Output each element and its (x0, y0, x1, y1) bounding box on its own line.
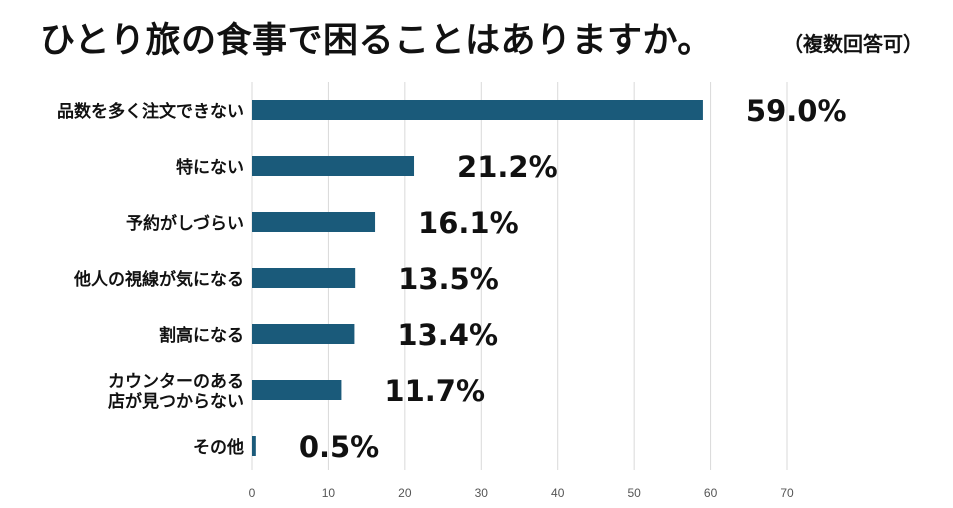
x-tick-label: 10 (322, 486, 336, 500)
x-tick-label: 70 (780, 486, 794, 500)
category-label: 品数を多く注文できない (57, 101, 244, 122)
category-label: 割高になる (159, 325, 244, 346)
value-label: 0.5% (299, 430, 379, 464)
chart-title: ひとり旅の食事で困ることはありますか。 (40, 21, 713, 61)
x-tick-label: 20 (398, 486, 412, 500)
bar (252, 156, 415, 176)
category-label: 特にない (176, 157, 244, 178)
value-label: 11.7% (384, 374, 485, 408)
category-label: カウンターのある (108, 372, 244, 392)
chart-subtitle: （複数回答可） (783, 32, 923, 56)
x-tick-label: 0 (249, 486, 256, 500)
bar (252, 380, 342, 400)
bar (252, 212, 376, 232)
value-label: 16.1% (418, 206, 519, 240)
x-tick-label: 60 (704, 486, 718, 500)
value-label: 13.5% (398, 262, 499, 296)
value-label: 21.2% (457, 150, 558, 184)
bar (252, 436, 256, 456)
bar (252, 268, 356, 288)
category-label: 店が見つからない (108, 391, 244, 412)
bar (252, 324, 355, 344)
x-tick-label: 50 (627, 486, 641, 500)
bar (252, 100, 703, 120)
value-label: 59.0% (746, 94, 847, 128)
x-tick-label: 40 (551, 486, 565, 500)
category-label: 他人の視線が気になる (73, 269, 244, 290)
category-label: その他 (193, 437, 244, 458)
x-tick-label: 30 (475, 486, 489, 500)
category-label: 予約がしづらい (126, 213, 244, 234)
value-label: 13.4% (397, 318, 498, 352)
